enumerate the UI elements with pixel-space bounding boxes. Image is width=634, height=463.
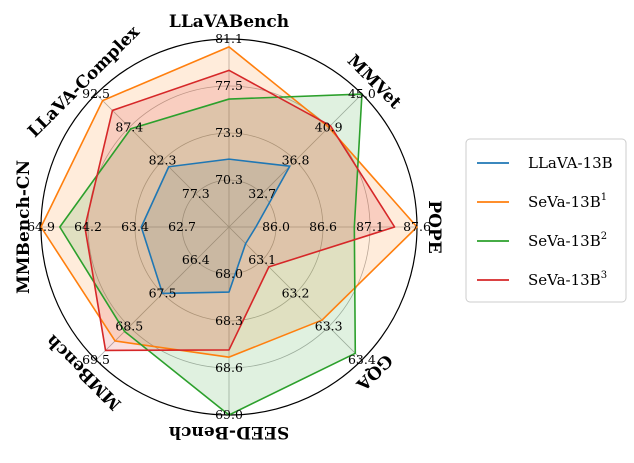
legend-superscript: 2 <box>601 231 607 242</box>
axis-label-llavabench: LLaVABench <box>169 12 289 32</box>
tick-label: 63.1 <box>248 252 276 267</box>
tick-label: 77.3 <box>182 186 210 201</box>
tick-label: 81.1 <box>215 31 243 46</box>
tick-label: 40.9 <box>315 119 343 134</box>
tick-label: 36.8 <box>282 153 310 168</box>
tick-label: 86.6 <box>309 219 337 234</box>
grid-spoke <box>228 93 363 228</box>
tick-label: 73.9 <box>215 125 243 140</box>
tick-label: 87.1 <box>356 219 384 234</box>
tick-label: 63.4 <box>348 352 376 367</box>
series-fill-2 <box>41 46 417 358</box>
legend-name: SeVa-13B <box>528 193 601 211</box>
tick-label: 66.4 <box>182 252 210 267</box>
tick-label: 63.4 <box>121 219 149 234</box>
legend-superscript: 3 <box>601 270 607 281</box>
tick-label: 62.7 <box>168 219 196 234</box>
tick-label: 68.3 <box>215 313 243 328</box>
radar-tick-labels: 70.3 73.9 77.5 81.1 32.7 36.8 40.9 45.0 86.0 86.6… <box>27 31 431 422</box>
grid-spoke <box>95 93 230 228</box>
tick-label: 68.0 <box>215 266 243 281</box>
legend-label-3: SeVa-13B2 <box>528 231 607 250</box>
legend-name: SeVa-13B <box>528 232 601 250</box>
legend-label-4: SeVa-13B3 <box>528 270 607 289</box>
tick-label: 69.0 <box>215 407 243 422</box>
radar-series <box>40 46 418 416</box>
tick-label: 68.5 <box>115 319 143 334</box>
series-fill-1 <box>141 159 290 294</box>
axis-label-pope: POPE <box>424 200 444 253</box>
tick-label: 82.3 <box>149 153 177 168</box>
grid-spoke <box>228 226 363 361</box>
tick-label: 63.2 <box>282 286 310 301</box>
tick-label: 70.3 <box>215 172 243 187</box>
legend-label-1: LLaVA-13B <box>528 154 613 172</box>
tick-label: 87.6 <box>403 219 431 234</box>
series-line-1 <box>140 158 291 295</box>
axis-label-mmbench-cn: MMBench-CN <box>14 160 34 294</box>
series-line-3 <box>58 93 363 416</box>
legend-superscript: 1 <box>601 192 607 203</box>
tick-label: 92.5 <box>82 86 110 101</box>
tick-label: 64.9 <box>27 219 55 234</box>
tick-label: 63.3 <box>315 319 343 334</box>
series-fill-4 <box>84 70 395 351</box>
tick-label: 86.0 <box>262 219 290 234</box>
tick-label: 64.2 <box>74 219 102 234</box>
tick-label: 69.5 <box>82 352 110 367</box>
tick-label: 87.4 <box>115 119 143 134</box>
axis-label-seed-bench: SEED-Bench <box>169 422 290 442</box>
tick-label: 45.0 <box>348 86 376 101</box>
legend-name: SeVa-13B <box>528 271 601 289</box>
tick-label: 68.6 <box>215 360 243 375</box>
tick-label: 67.5 <box>149 286 177 301</box>
tick-label: 32.7 <box>248 186 276 201</box>
tick-label: 77.5 <box>215 78 243 93</box>
series-line-4 <box>84 69 396 352</box>
legend-frame <box>465 138 627 303</box>
legend-label-2: SeVa-13B1 <box>528 192 607 211</box>
legend-name: LLaVA-13B <box>528 154 613 172</box>
